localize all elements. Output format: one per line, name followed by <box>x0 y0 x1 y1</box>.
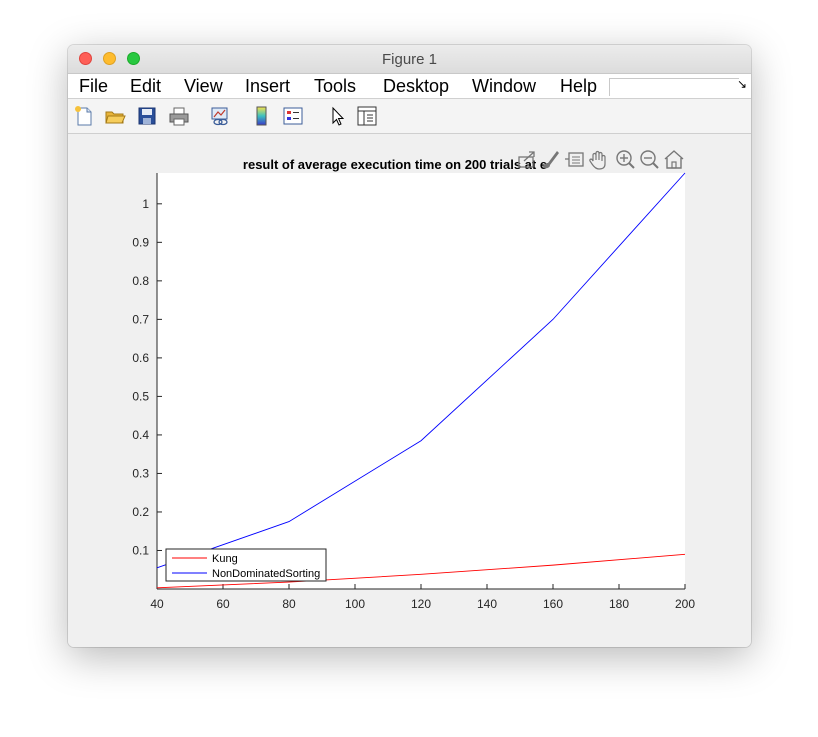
x-tick-label: 80 <box>282 597 296 611</box>
y-tick-label: 0.9 <box>132 235 149 249</box>
y-tick-label: 0.1 <box>132 543 149 557</box>
series-line-kung[interactable] <box>156 553 686 589</box>
x-tick-label: 180 <box>609 597 629 611</box>
figure-toolbar <box>68 99 751 134</box>
menu-bar: File Edit View Insert Tools Desktop Wind… <box>68 74 751 99</box>
new-file-icon[interactable] <box>73 105 95 127</box>
menu-tools[interactable]: Tools <box>314 76 357 96</box>
data-tips-icon[interactable] <box>565 152 584 167</box>
x-tick-label: 40 <box>150 597 164 611</box>
menu-file[interactable]: File <box>79 76 109 96</box>
menu-bar-spacer <box>609 78 739 96</box>
legend-label-kung: Kung <box>212 553 238 565</box>
x-tick-label: 200 <box>675 597 695 611</box>
link-plot-icon[interactable] <box>209 105 231 127</box>
x-tick-label: 160 <box>543 597 563 611</box>
minimize-window-button[interactable] <box>103 52 116 65</box>
export-icon[interactable] <box>518 151 535 168</box>
colorbar-icon[interactable] <box>251 105 273 127</box>
print-icon[interactable] <box>168 105 190 127</box>
zoom-out-icon[interactable] <box>640 150 659 169</box>
y-tick-label: 0.6 <box>132 351 149 365</box>
pointer-icon[interactable] <box>326 105 348 127</box>
menu-help[interactable]: Help <box>560 76 598 96</box>
y-tick-label: 0.7 <box>132 312 149 326</box>
maximize-window-button[interactable] <box>127 52 140 65</box>
close-window-button[interactable] <box>79 52 92 65</box>
menu-view[interactable]: View <box>184 76 223 96</box>
axes-toolbar <box>516 148 688 172</box>
x-tick-label: 100 <box>345 597 365 611</box>
series-line-nondominatedsorting[interactable] <box>156 172 686 569</box>
y-tick-label: 0.2 <box>132 505 149 519</box>
open-folder-icon[interactable] <box>104 105 126 127</box>
menu-desktop[interactable]: Desktop <box>383 76 450 96</box>
menu-insert[interactable]: Insert <box>245 76 291 96</box>
y-tick-label: 0.3 <box>132 466 149 480</box>
legend-label-nondominatedsorting: NonDominatedSorting <box>212 568 320 580</box>
pan-icon[interactable] <box>589 150 606 170</box>
window-title: Figure 1 <box>381 51 438 68</box>
y-tick-label: 1 <box>142 197 149 211</box>
plot-area[interactable] <box>157 173 685 589</box>
brush-icon[interactable] <box>543 151 559 169</box>
x-tick-label: 60 <box>216 597 230 611</box>
title-bar[interactable]: Figure 1 <box>68 45 751 74</box>
legend-icon[interactable] <box>282 105 304 127</box>
y-tick-label: 0.5 <box>132 389 149 403</box>
y-tick-label: 0.8 <box>132 274 149 288</box>
legend[interactable]: Kung NonDominatedSorting <box>165 548 327 582</box>
x-tick-label: 120 <box>411 597 431 611</box>
save-icon[interactable] <box>136 105 158 127</box>
chart-title: result of average execution time on 200 … <box>243 157 547 172</box>
zoom-in-icon[interactable] <box>616 150 635 169</box>
dock-figure-icon[interactable]: ↘ <box>737 77 748 91</box>
menu-window[interactable]: Window <box>472 76 537 96</box>
y-tick-label: 0.4 <box>132 428 149 442</box>
menu-edit[interactable]: Edit <box>130 76 162 96</box>
home-icon[interactable] <box>664 150 684 169</box>
property-inspector-icon[interactable] <box>356 105 378 127</box>
legend-box <box>165 548 327 582</box>
x-tick-label: 140 <box>477 597 497 611</box>
